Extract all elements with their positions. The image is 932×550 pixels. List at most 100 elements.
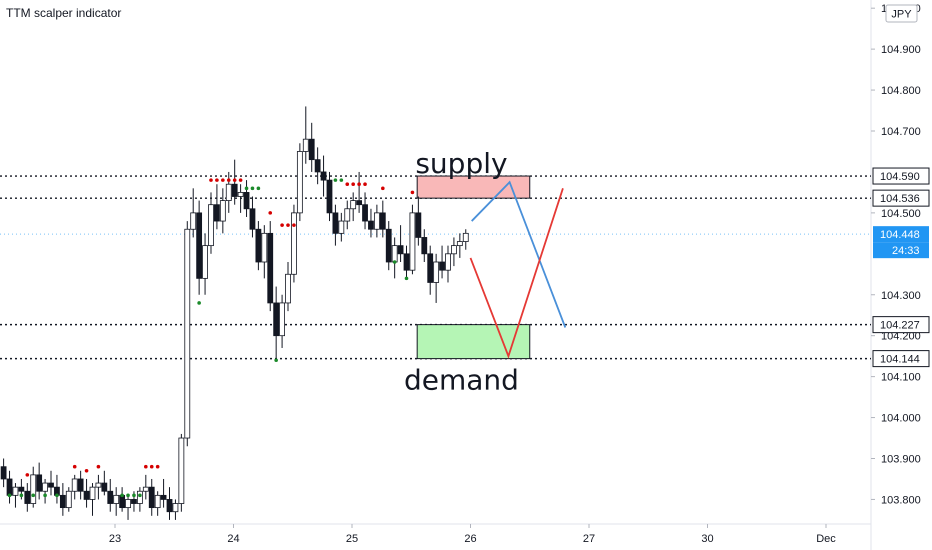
sell-signal-dot <box>25 473 30 477</box>
candle <box>42 478 48 504</box>
candle <box>368 208 374 238</box>
buy-signal-dot <box>132 493 136 498</box>
candle <box>208 192 214 254</box>
svg-text:104.144: 104.144 <box>880 354 920 366</box>
signal-dots <box>7 178 415 498</box>
price-tick-label: 104.000 <box>881 413 921 425</box>
buy-signal-dot <box>126 493 130 498</box>
svg-text:104.536: 104.536 <box>880 193 920 205</box>
time-tick-label: 23 <box>109 533 121 545</box>
candle <box>296 143 303 222</box>
price-tick-label: 104.200 <box>881 331 921 343</box>
candle <box>391 237 398 279</box>
current-price-label[interactable]: 104.448 <box>873 226 929 243</box>
candle <box>24 483 31 512</box>
candle <box>0 458 7 488</box>
candle <box>101 470 108 496</box>
candle <box>184 221 191 447</box>
candle <box>350 192 357 222</box>
candle <box>273 286 280 361</box>
price-tick-label: 104.500 <box>881 208 921 220</box>
sell-signal-dot <box>280 223 284 227</box>
candle <box>59 483 66 516</box>
candle <box>48 470 54 496</box>
buy-signal-dot <box>55 493 59 498</box>
candle <box>196 200 203 295</box>
candle <box>125 495 131 520</box>
price-tick-label: 104.100 <box>881 372 921 384</box>
countdown-label: 24:33 <box>873 242 929 259</box>
sell-signal-dot <box>357 182 361 187</box>
time-tick-label: 30 <box>701 533 713 545</box>
sell-signal-dot <box>149 464 154 469</box>
candle <box>379 200 386 238</box>
candle <box>160 478 167 508</box>
candle <box>439 245 445 279</box>
sell-signal-dot <box>96 464 101 469</box>
price-tick-label: 103.800 <box>881 494 921 506</box>
price-axis[interactable]: 105.000104.900104.800104.700104.500104.3… <box>871 3 921 506</box>
buy-signal-dot <box>31 493 36 498</box>
projection-lines <box>469 180 567 359</box>
svg-text:24:33: 24:33 <box>892 245 920 257</box>
candle <box>433 253 440 303</box>
sell-signal-dot <box>232 178 237 182</box>
candle <box>338 212 345 242</box>
candle <box>344 200 351 230</box>
candle <box>267 221 274 312</box>
candle <box>142 474 149 500</box>
candle <box>237 184 244 213</box>
demand-label: demand <box>404 364 519 397</box>
demand-zone[interactable] <box>416 324 531 360</box>
candle <box>456 233 463 258</box>
price-tick-label: 104.700 <box>881 126 921 138</box>
candle <box>178 433 185 512</box>
candle <box>403 245 410 279</box>
candle <box>172 499 179 520</box>
time-tick-label: 25 <box>346 533 358 545</box>
candle <box>113 487 120 516</box>
level-label-demand-top[interactable]: 104.227 <box>872 316 930 334</box>
sell-signal-dot <box>286 223 290 227</box>
price-tick-label: 104.900 <box>881 44 921 56</box>
buy-signal-dot <box>244 186 249 191</box>
buy-signal-dot <box>339 178 344 182</box>
level-label-supply-bottom[interactable]: 104.536 <box>872 189 930 207</box>
candle <box>154 491 161 516</box>
buy-signal-dot <box>404 276 409 281</box>
candle <box>385 221 392 271</box>
supply-label: supply <box>415 147 507 180</box>
currency-badge[interactable]: JPY <box>885 4 918 23</box>
svg-text:104.227: 104.227 <box>880 320 920 332</box>
time-axis[interactable]: 23 24 25 26 27 30 Dec <box>109 524 836 545</box>
svg-text:104.590: 104.590 <box>880 171 920 183</box>
candle <box>451 237 457 267</box>
candle <box>332 204 339 246</box>
buy-signal-dot <box>274 358 278 363</box>
buy-signal-dot <box>197 301 201 305</box>
level-label-demand-bottom[interactable]: 104.144 <box>872 350 930 368</box>
supply-zone[interactable] <box>416 175 531 199</box>
sell-signal-dot <box>84 468 89 473</box>
sell-signal-dot <box>292 223 296 227</box>
indicator-title[interactable]: TTM scalper indicator <box>6 6 121 20</box>
candle <box>445 245 451 283</box>
sell-signal-dot <box>345 182 350 187</box>
candle <box>77 470 84 500</box>
price-tick-label: 103.900 <box>881 454 921 466</box>
red-path[interactable] <box>469 188 564 359</box>
candle <box>30 466 37 508</box>
candle <box>54 474 60 504</box>
candles <box>0 106 469 520</box>
buy-signal-dot <box>333 178 338 182</box>
candle <box>36 462 43 500</box>
time-tick-label: 27 <box>583 533 595 545</box>
candle <box>119 487 126 512</box>
candle <box>421 229 428 262</box>
blue-path[interactable] <box>471 180 567 328</box>
level-label-supply-top[interactable]: 104.590 <box>872 167 930 185</box>
sell-signal-dot <box>221 178 225 182</box>
candle <box>462 229 469 250</box>
